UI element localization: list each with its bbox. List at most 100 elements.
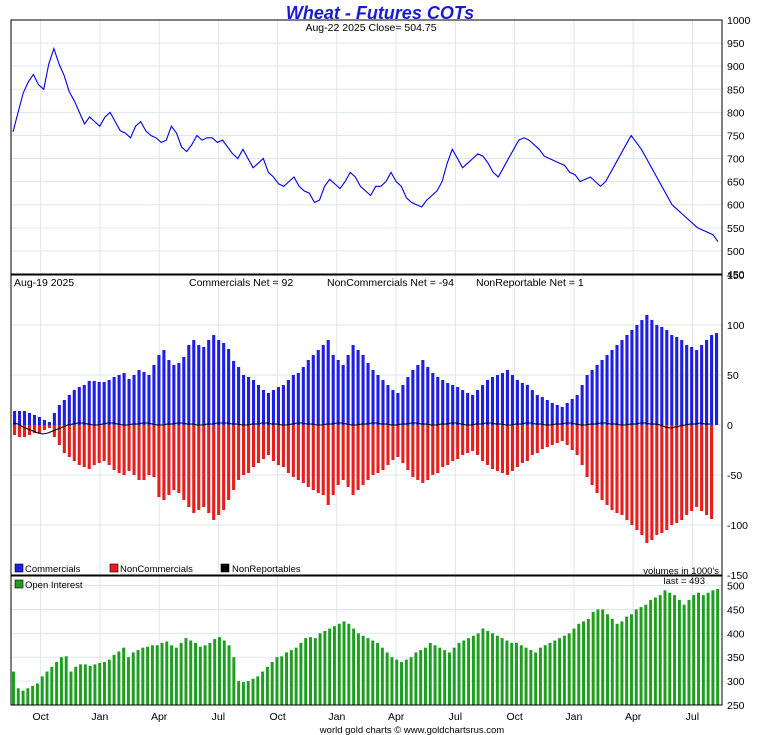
noncommercials-bar [147, 425, 151, 475]
x-tick-label: Oct [506, 711, 522, 723]
open-interest-bar [165, 641, 169, 705]
open-interest-bar [174, 647, 178, 705]
noncommercials-bar [47, 425, 51, 428]
noncommercials-bar [495, 425, 500, 471]
open-interest-bar [692, 595, 696, 705]
open-interest-bar [323, 630, 327, 705]
open-interest-bar [150, 645, 154, 705]
open-interest-bars-layer [12, 588, 720, 705]
noncommercials-bar [461, 425, 465, 455]
open-interest-bar [433, 645, 437, 705]
noncommercials-bar [242, 425, 246, 475]
noncommercials-bar [645, 425, 649, 543]
commercials-bar [640, 320, 644, 425]
open-interest-bar [103, 662, 106, 705]
commercials-bar [57, 405, 61, 425]
open-interest-bar [361, 635, 365, 705]
price-y-tick-label: 850 [727, 84, 745, 96]
open-interest-bar [471, 635, 475, 705]
open-interest-bar [376, 642, 380, 705]
panel-frame [10, 274, 723, 576]
open-interest-bar [644, 604, 648, 705]
noncommercials-bar [92, 425, 96, 465]
price-y-tick-label: 700 [727, 154, 745, 166]
noncommercials-bar [276, 425, 280, 465]
commercials-bar [371, 370, 375, 425]
open-interest-bar [141, 647, 145, 705]
noncommercials-bar [301, 425, 305, 483]
noncommercials-bar [391, 425, 395, 460]
open-interest-bar [352, 628, 356, 705]
open-interest-bar [438, 647, 442, 705]
commercials-bar [535, 395, 539, 425]
open-interest-bar [495, 635, 499, 705]
x-tick-label: Jul [212, 711, 225, 723]
commercials-bar [152, 365, 156, 425]
commercials-bar [600, 360, 604, 425]
open-interest-bar [55, 662, 59, 705]
commercials-bar [261, 390, 266, 425]
open-interest-bar [653, 597, 657, 705]
noncommercials-bar [535, 425, 539, 453]
x-tick-label: Oct [32, 711, 48, 723]
commercials-bar [635, 325, 639, 425]
open-interest-bar [261, 671, 265, 705]
noncommercials-bar [142, 425, 146, 480]
commercials-bar [62, 400, 66, 425]
noncommercials-legend-swatch [109, 563, 119, 573]
noncommercials-bar [411, 425, 415, 477]
open-interest-bar [548, 642, 552, 705]
noncommercials-bar [396, 425, 400, 457]
commercials-bar [97, 382, 101, 425]
commercials-legend-swatch [14, 563, 24, 573]
noncommercials-bar [675, 425, 679, 523]
open-interest-bar [313, 638, 317, 705]
noncommercials-bar [570, 425, 574, 450]
noncommercials-bar [261, 425, 266, 459]
oi-y-tick-label: 400 [727, 628, 745, 640]
open-interest-bar [294, 647, 298, 705]
noncommercials-bar [341, 425, 345, 480]
open-interest-bar [83, 664, 87, 705]
noncommercials-bar [336, 425, 340, 485]
open-interest-bar [601, 609, 605, 705]
noncommercials-bar [167, 425, 171, 495]
open-interest-bar [524, 647, 528, 705]
noncommercials-bar [291, 425, 295, 477]
commercials-bar [256, 385, 261, 425]
commercials-bar [251, 380, 256, 425]
commercials-bar [356, 350, 360, 425]
commercials-bar [381, 380, 385, 425]
noncommercials-bar [356, 425, 360, 490]
commercials-bar [132, 375, 136, 425]
noncommercials-bar [585, 425, 589, 477]
open-interest-bar [716, 588, 720, 705]
x-tick-label: Jul [449, 711, 462, 723]
commercials-bar [555, 405, 559, 425]
open-interest-bar [591, 611, 595, 705]
commercials-bar [471, 395, 475, 425]
commercials-bar [660, 327, 664, 425]
noncommercials-bar [222, 425, 226, 510]
open-interest-bar [649, 599, 653, 705]
commercials-bar [87, 381, 91, 425]
open-interest-bar [280, 656, 284, 705]
open-interest-bar [529, 650, 533, 705]
commercials-bar [77, 387, 81, 425]
open-interest-bar [562, 635, 566, 705]
noncommercials-bar [67, 425, 71, 457]
commercials-bar [47, 422, 51, 425]
noncommercials-bar [361, 425, 365, 485]
noncommercials-bar [271, 425, 275, 461]
commercials-bar [217, 340, 221, 425]
cot-y-tick-label: 50 [727, 370, 739, 382]
chart-subtitle: Aug-22 2025 Close= 504.75 [305, 22, 436, 34]
open-interest-bar [620, 621, 624, 705]
open-interest-bar [500, 638, 504, 705]
commercials-net-label: Commercials Net = 92 [189, 277, 293, 289]
commercials-bar [580, 385, 584, 425]
commercials-bar [461, 390, 465, 425]
nonreportables-line [12, 422, 710, 435]
commercials-bar [192, 340, 196, 425]
noncommercials-bar [565, 425, 569, 445]
